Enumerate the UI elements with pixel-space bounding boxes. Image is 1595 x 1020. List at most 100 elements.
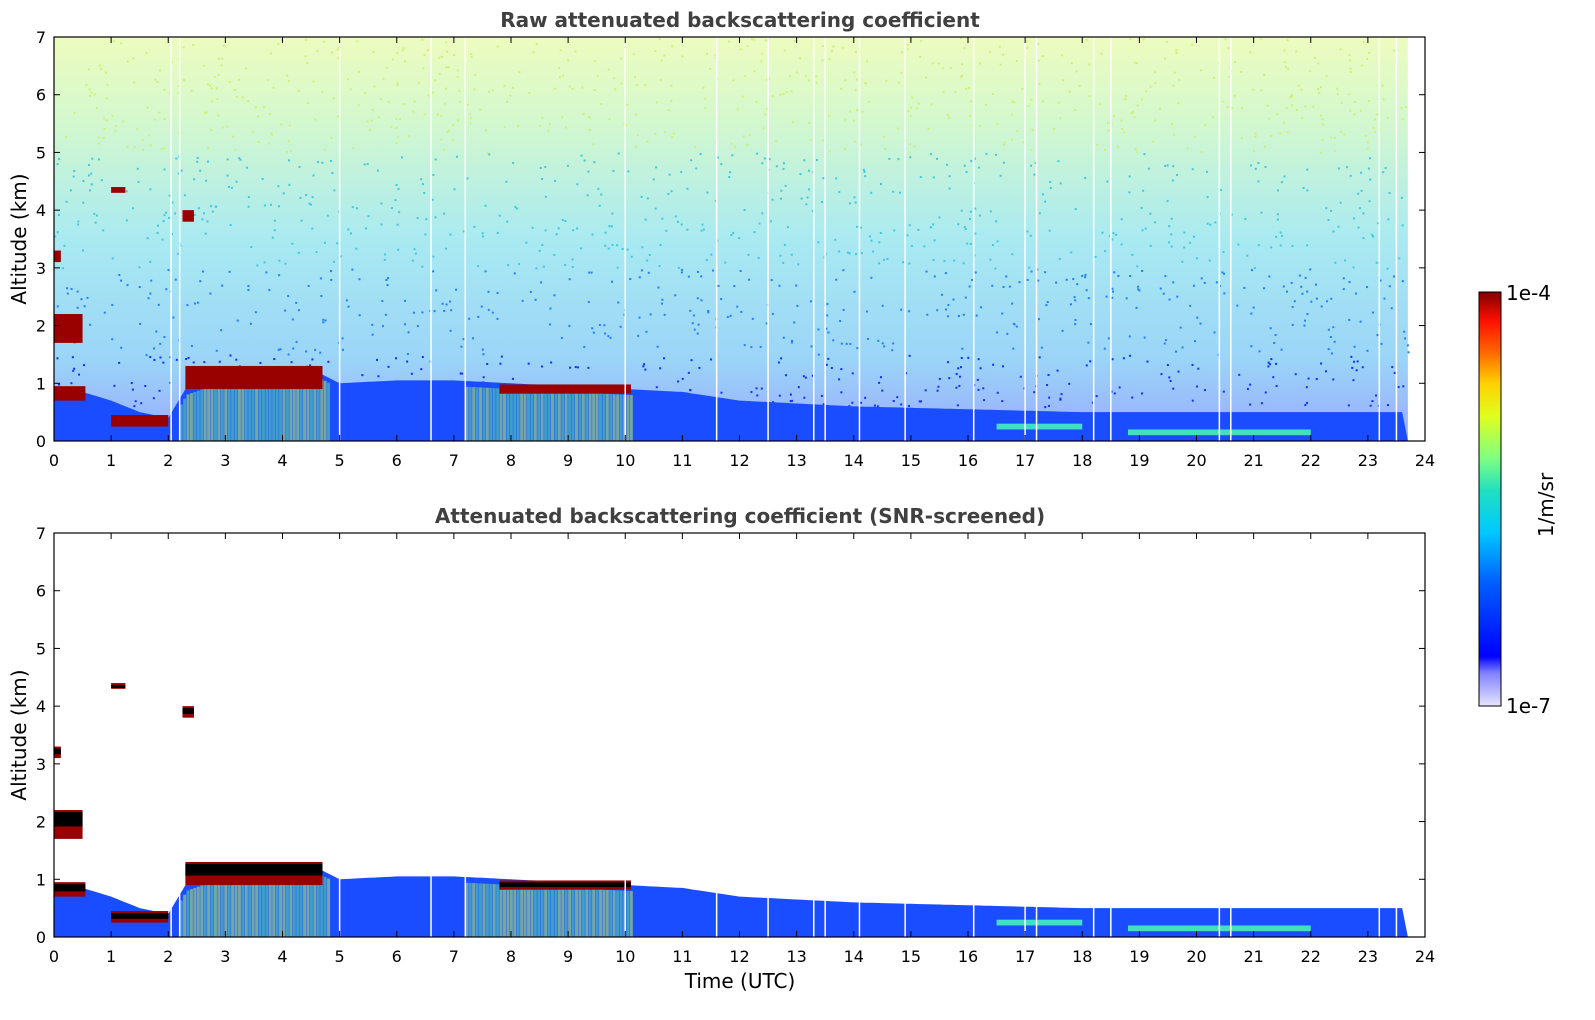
noise-speck bbox=[126, 146, 129, 149]
noise-speck bbox=[153, 118, 156, 121]
aerosol-plume bbox=[323, 380, 327, 441]
noise-speck bbox=[193, 178, 196, 181]
noise-speck bbox=[217, 57, 220, 60]
aerosol-plume bbox=[292, 373, 296, 441]
noise-speck bbox=[446, 131, 449, 134]
noise-speck bbox=[77, 220, 80, 223]
noise-speck bbox=[1168, 241, 1171, 244]
noise-speck bbox=[807, 169, 810, 172]
aerosol-plume bbox=[320, 875, 324, 937]
noise-speck bbox=[1330, 209, 1333, 212]
noise-speck bbox=[172, 316, 175, 319]
noise-speck bbox=[661, 298, 664, 301]
noise-speck bbox=[511, 377, 514, 380]
noise-speck bbox=[234, 89, 237, 92]
noise-speck bbox=[199, 280, 202, 283]
noise-speck bbox=[671, 136, 674, 139]
noise-speck bbox=[832, 45, 835, 48]
aerosol-plume bbox=[196, 390, 200, 441]
noise-speck bbox=[1096, 143, 1099, 146]
noise-speck bbox=[169, 91, 172, 94]
aerosol-plume bbox=[237, 378, 241, 441]
noise-speck bbox=[932, 223, 935, 226]
noise-speck bbox=[1002, 143, 1005, 146]
noise-speck bbox=[571, 258, 574, 261]
aerosol-plume bbox=[595, 889, 599, 937]
x-tick-label: 14 bbox=[844, 451, 864, 470]
noise-speck bbox=[371, 333, 374, 336]
noise-speck bbox=[1037, 59, 1040, 62]
aerosol-plume bbox=[203, 388, 207, 441]
x-tick-label: 15 bbox=[901, 451, 921, 470]
noise-speck bbox=[1133, 116, 1136, 119]
noise-speck bbox=[1136, 265, 1139, 268]
noise-speck bbox=[945, 163, 948, 166]
noise-speck bbox=[215, 349, 218, 352]
noise-speck bbox=[1183, 231, 1186, 234]
noise-speck bbox=[937, 385, 940, 388]
noise-speck bbox=[1285, 106, 1288, 109]
noise-speck bbox=[1073, 296, 1076, 299]
aerosol-plume bbox=[237, 874, 241, 937]
noise-speck bbox=[702, 228, 705, 231]
noise-speck bbox=[1133, 61, 1136, 64]
noise-speck bbox=[458, 89, 461, 92]
noise-speck bbox=[254, 106, 257, 109]
noise-speck bbox=[740, 310, 743, 313]
noise-speck bbox=[791, 339, 794, 342]
noise-speck bbox=[709, 67, 712, 70]
noise-speck bbox=[263, 204, 266, 207]
noise-speck bbox=[371, 109, 374, 112]
noise-speck bbox=[77, 223, 80, 226]
noise-speck bbox=[805, 203, 808, 206]
noise-speck bbox=[802, 375, 805, 378]
aerosol-plume bbox=[602, 889, 606, 937]
panel1-axes: 0 1 2 3 4 5 6 7 8 9 10 11 12 13 14 15 16 17 18 19 20 21 22 23 24… bbox=[36, 28, 1435, 470]
noise-speck bbox=[247, 205, 250, 208]
noise-speck bbox=[175, 358, 178, 361]
noise-speck bbox=[155, 330, 158, 333]
y-tick-label: 6 bbox=[36, 582, 46, 601]
noise-speck bbox=[1033, 173, 1036, 176]
noise-speck bbox=[1301, 117, 1304, 120]
y-tick-label: 5 bbox=[36, 143, 46, 162]
noise-speck bbox=[1268, 275, 1271, 278]
noise-speck bbox=[702, 86, 705, 89]
noise-speck bbox=[397, 135, 400, 138]
noise-speck bbox=[201, 218, 204, 221]
noise-speck bbox=[287, 80, 290, 83]
noise-speck bbox=[1223, 292, 1226, 295]
noise-speck bbox=[611, 212, 614, 215]
noise-speck bbox=[330, 278, 333, 281]
aerosol-plume bbox=[251, 872, 255, 937]
y-tick-label: 0 bbox=[36, 432, 46, 451]
noise-speck bbox=[202, 64, 205, 67]
noise-speck bbox=[506, 100, 509, 103]
aerosol-plume bbox=[275, 868, 279, 937]
noise-speck bbox=[996, 331, 999, 334]
noise-speck bbox=[1053, 128, 1056, 131]
noise-speck bbox=[775, 140, 778, 143]
noise-speck bbox=[126, 60, 129, 63]
noise-speck bbox=[1084, 176, 1087, 179]
aerosol-plume bbox=[547, 886, 551, 937]
noise-speck bbox=[372, 51, 375, 54]
aerosol-plume bbox=[520, 389, 524, 441]
noise-speck bbox=[961, 347, 964, 350]
noise-speck bbox=[358, 314, 361, 317]
aerosol-plume bbox=[540, 886, 544, 937]
noise-speck bbox=[93, 93, 96, 96]
y-tick-label: 4 bbox=[36, 201, 46, 220]
noise-speck bbox=[1250, 312, 1253, 315]
noise-speck bbox=[904, 372, 907, 375]
noise-speck bbox=[937, 62, 940, 65]
noise-speck bbox=[142, 148, 145, 151]
noise-speck bbox=[961, 74, 964, 77]
noise-speck bbox=[1136, 151, 1139, 154]
noise-speck bbox=[1037, 42, 1040, 45]
noise-speck bbox=[506, 220, 509, 223]
aerosol-plume bbox=[605, 393, 609, 441]
aerosol-plume bbox=[557, 391, 561, 441]
noise-speck bbox=[793, 321, 796, 324]
noise-speck bbox=[423, 54, 426, 57]
